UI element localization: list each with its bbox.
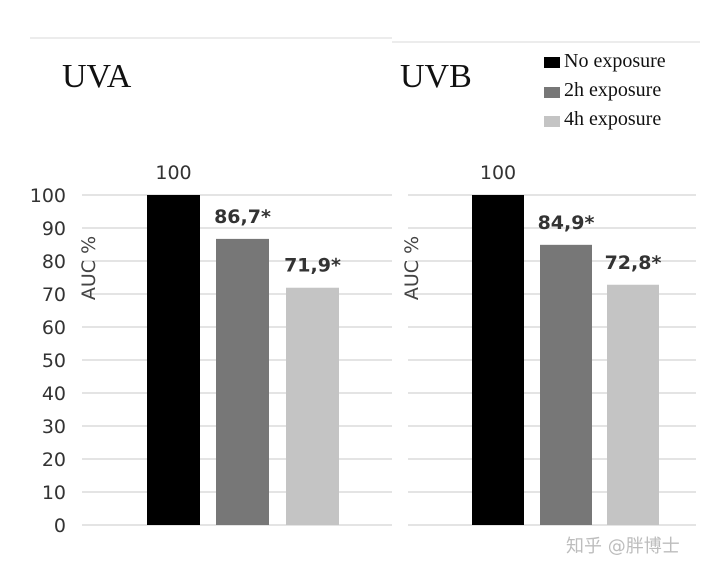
legend: No exposure 2h exposure 4h exposure <box>544 50 666 130</box>
data-label: 86,7* <box>214 206 271 228</box>
y-tick-label: 10 <box>42 482 66 504</box>
y-tick-label: 20 <box>42 449 66 471</box>
legend-swatch-2h-exposure <box>544 87 560 98</box>
y-tick-label: 100 <box>30 185 66 207</box>
uva-panel: 0 10 20 30 40 50 60 70 80 90 100 100 86,7* 71,9* UVA… <box>30 58 392 537</box>
uvb-data-labels: 100 84,9* 72,8* <box>480 162 662 274</box>
legend-label-2h-exposure: 2h exposure <box>564 79 661 101</box>
legend-swatch-4h-exposure <box>544 116 560 127</box>
legend-item-2h-exposure: 2h exposure <box>544 79 661 101</box>
y-tick-label: 60 <box>42 317 66 339</box>
y-tick-label: 50 <box>42 350 66 372</box>
uvb-title: UVB <box>400 58 472 95</box>
bar-4h-exposure <box>607 284 659 525</box>
data-label: 84,9* <box>538 212 595 234</box>
uva-bars <box>147 195 339 525</box>
data-label: 100 <box>155 162 191 184</box>
uva-y-axis-label: AUC % <box>78 236 100 300</box>
watermark: 知乎 @胖博士 <box>566 536 680 557</box>
uvb-y-axis-label: AUC % <box>401 236 423 300</box>
bar-no-exposure <box>472 195 524 525</box>
legend-swatch-no-exposure <box>544 57 560 68</box>
y-tick-label: 40 <box>42 383 66 405</box>
data-label: 72,8* <box>605 252 662 274</box>
uva-data-labels: 100 86,7* 71,9* <box>155 162 341 277</box>
y-tick-label: 70 <box>42 284 66 306</box>
uvb-panel: 100 84,9* 72,8* UVB AUC % <box>400 58 696 526</box>
data-label: 100 <box>480 162 516 184</box>
uvb-bars <box>472 195 659 525</box>
y-tick-label: 90 <box>42 218 66 240</box>
y-tick-label: 0 <box>54 515 66 537</box>
bar-2h-exposure <box>216 238 269 525</box>
bar-4h-exposure <box>286 287 339 525</box>
bar-no-exposure <box>147 195 200 525</box>
legend-label-4h-exposure: 4h exposure <box>564 108 661 130</box>
uva-title: UVA <box>62 58 132 95</box>
y-tick-label: 80 <box>42 251 66 273</box>
uva-y-tick-labels: 0 10 20 30 40 50 60 70 80 90 100 <box>30 185 66 537</box>
y-tick-label: 30 <box>42 416 66 438</box>
legend-item-no-exposure: No exposure <box>544 50 666 72</box>
bar-2h-exposure <box>540 244 592 525</box>
legend-label-no-exposure: No exposure <box>564 50 666 72</box>
legend-item-4h-exposure: 4h exposure <box>544 108 661 130</box>
data-label: 71,9* <box>284 255 341 277</box>
